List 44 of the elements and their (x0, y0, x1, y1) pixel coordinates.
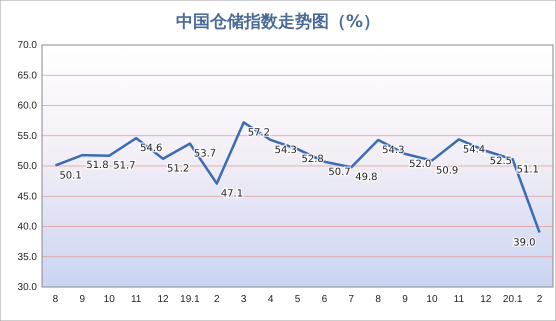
x-tick-label: 7 (348, 294, 355, 306)
x-tick-label: 10 (426, 294, 438, 306)
y-tick-label: 55.0 (18, 130, 38, 142)
x-tick-label: 19.1 (180, 294, 200, 306)
text: 39.0 (513, 238, 536, 249)
x-tick-label: 2 (536, 294, 543, 306)
text: 50.7 (328, 166, 351, 178)
text: 50.9 (436, 166, 458, 177)
x-tick-label: 12 (480, 294, 492, 306)
y-tick-label: 45.0 (18, 191, 38, 202)
text: 54.4 (462, 144, 486, 156)
y-tick-label: 70.0 (18, 40, 38, 52)
y-tick-label: 30.0 (18, 282, 38, 294)
x-tick-label: 8 (52, 294, 59, 306)
x-tick-label: 10 (104, 294, 116, 306)
y-tick-label: 60.0 (18, 100, 38, 112)
text: 50.1 (59, 170, 82, 182)
x-tick-label: 11 (130, 294, 142, 306)
text: 52.5 (490, 156, 512, 167)
x-tick-label: 12 (157, 294, 170, 306)
text: 51.8 (86, 160, 109, 172)
text: 51.7 (113, 160, 136, 172)
x-tick-label: 9 (80, 294, 86, 306)
text: 47.1 (220, 188, 244, 200)
y-tick-label: 40.0 (18, 222, 38, 233)
x-tick-label: 2 (214, 294, 220, 306)
y-tick-label: 50.0 (18, 161, 38, 172)
y-tick-label: 35.0 (18, 252, 38, 263)
x-tick-label: 11 (454, 294, 464, 306)
text: 51.2 (167, 164, 190, 175)
x-tick-label: 20.1 (502, 294, 523, 306)
text: 51.1 (516, 164, 539, 176)
y-tick-label: 65.0 (18, 70, 38, 82)
text: 49.8 (355, 172, 378, 184)
x-tick-label: 6 (322, 294, 328, 306)
text: 52.0 (409, 158, 432, 170)
text: 54.3 (274, 144, 297, 156)
x-tick-label: 5 (294, 294, 301, 306)
x-tick-label: 4 (268, 294, 274, 306)
x-tick-label: 3 (240, 294, 247, 306)
chart-title: 中国仓储指数走势图（%） (176, 12, 380, 32)
x-tick-label: 9 (402, 294, 408, 306)
line-series (54, 121, 541, 234)
x-tick-label: 8 (375, 294, 382, 306)
